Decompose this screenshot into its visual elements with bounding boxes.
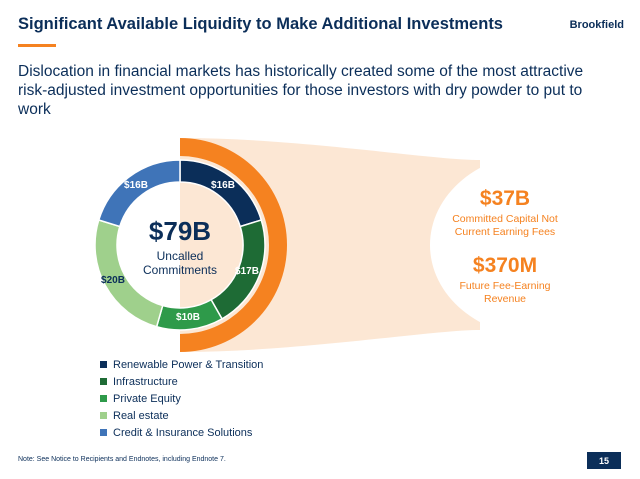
callout-value: $370M bbox=[472, 254, 538, 277]
callout-committed-capital: $37B Committed Capital Not Current Earni… bbox=[440, 187, 570, 238]
callout-future-revenue: $370M Future Fee-Earning Revenue bbox=[440, 254, 570, 305]
footnote: Note: See Notice to Recipients and Endno… bbox=[18, 456, 226, 463]
callout-backdrop bbox=[430, 153, 640, 337]
legend-label: Renewable Power & Transition bbox=[113, 358, 264, 371]
center-value: $79B bbox=[149, 216, 211, 246]
page-title: Significant Available Liquidity to Make … bbox=[18, 15, 503, 33]
highlight-arc bbox=[180, 138, 287, 352]
brand-logo: Brookfield bbox=[569, 19, 624, 31]
legend-swatch bbox=[100, 395, 107, 402]
legend-item: Private Equity bbox=[100, 390, 263, 407]
callout-label: Future Fee-Earning Revenue bbox=[459, 280, 551, 305]
slice-label: $16B bbox=[211, 180, 235, 191]
legend-swatch bbox=[100, 429, 107, 436]
legend-item: Real estate bbox=[100, 407, 263, 424]
slice-label: $10B bbox=[176, 312, 200, 323]
callout-label: Committed Capital Not Current Earning Fe… bbox=[452, 213, 558, 238]
callout-value: $37B bbox=[479, 187, 531, 210]
legend-swatch bbox=[100, 361, 107, 368]
title-underline bbox=[18, 44, 56, 47]
legend-label: Private Equity bbox=[113, 392, 181, 405]
slice-label: $20B bbox=[101, 275, 125, 286]
slice-label: $16B bbox=[124, 180, 148, 191]
legend-item: Renewable Power & Transition bbox=[100, 356, 263, 373]
chart-legend: Renewable Power & Transition Infrastructu… bbox=[100, 356, 263, 441]
legend-swatch bbox=[100, 412, 107, 419]
center-label: Uncalled bbox=[157, 249, 204, 263]
legend-swatch bbox=[100, 378, 107, 385]
page-number: 15 bbox=[587, 452, 621, 469]
legend-item: Infrastructure bbox=[100, 373, 263, 390]
legend-label: Infrastructure bbox=[113, 375, 178, 388]
slice-label: $17B bbox=[235, 266, 259, 277]
page-subtitle: Dislocation in financial markets has his… bbox=[18, 63, 584, 118]
legend-label: Real estate bbox=[113, 409, 169, 422]
donut-slice bbox=[97, 159, 181, 228]
legend-label: Credit & Insurance Solutions bbox=[113, 426, 253, 439]
center-label: Commitments bbox=[143, 263, 217, 277]
legend-item: Credit & Insurance Solutions bbox=[100, 424, 263, 441]
